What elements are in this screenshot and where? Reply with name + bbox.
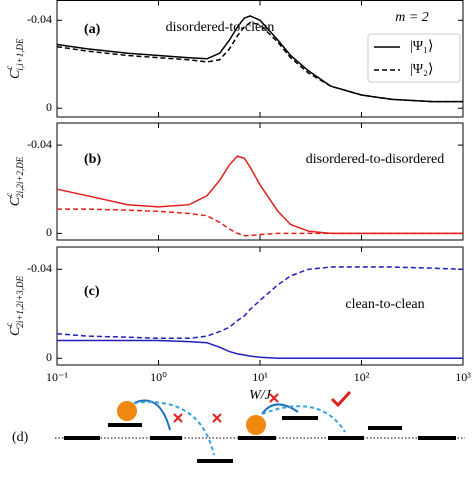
x-axis-label: W/J	[249, 388, 272, 403]
y-axis-label-main: C	[8, 326, 23, 336]
y-axis-label-sub: 2i,2i+2,DE	[15, 156, 25, 198]
y-axis-label-main: C	[8, 196, 23, 206]
panel-label: (a)	[84, 22, 101, 37]
x-tick-label: 10³	[455, 370, 471, 384]
y-tick-label: 0	[46, 100, 52, 114]
x-tick-label: 10⁰	[150, 370, 167, 384]
x-tick-label: 10¹	[252, 370, 268, 384]
y-tick-label: -0.04	[27, 137, 52, 151]
y-axis-label-sup: c	[4, 193, 14, 197]
y-tick-label: -0.04	[27, 261, 52, 275]
y-axis-label: Cc2i+1,2i+3,DE	[4, 276, 25, 336]
annotation: clean-to-clean	[345, 297, 424, 312]
y-tick-label: -0.04	[27, 12, 52, 26]
panel-label: (d)	[12, 430, 29, 445]
series-line	[56, 266, 464, 340]
legend-label: |Ψ₁⟩	[410, 39, 433, 54]
y-axis-label-sub: 2i+1,2i+3,DE	[15, 276, 25, 328]
y-tick-label: 0	[46, 350, 52, 364]
sites	[64, 416, 456, 463]
series-line	[57, 339, 463, 360]
y-axis-label: Cc2i,2i+2,DE	[4, 156, 25, 206]
annotation: disordered-to-disordered	[306, 152, 444, 167]
y-axis-label: Cci,i+1,DE	[4, 38, 25, 79]
legend-title: m = 2	[395, 10, 429, 25]
legend-label: |Ψ₂⟩	[410, 62, 433, 77]
panel-label: (c)	[84, 284, 100, 299]
series-line	[57, 208, 463, 237]
y-axis-label-main: C	[8, 69, 23, 79]
y-axis-label-sub: i,i+1,DE	[15, 38, 25, 71]
series-line	[56, 21, 463, 103]
particle	[117, 401, 137, 421]
particle	[246, 415, 266, 435]
x-tick-label: 10⁻¹	[46, 370, 68, 384]
y-axis-label-sup: c	[4, 323, 14, 327]
y-axis-label-sup: c	[4, 66, 14, 70]
crosses	[173, 390, 352, 423]
x-tick-label: 10²	[354, 370, 370, 384]
series-line	[56, 155, 463, 235]
plot-frame	[56, 122, 464, 241]
diagram	[55, 390, 465, 463]
arrows	[133, 399, 346, 456]
panel-label: (b)	[84, 152, 101, 167]
y-tick-label: 0	[46, 225, 52, 239]
series-line	[56, 15, 463, 103]
annotation: disordered-to-clean	[166, 20, 275, 35]
